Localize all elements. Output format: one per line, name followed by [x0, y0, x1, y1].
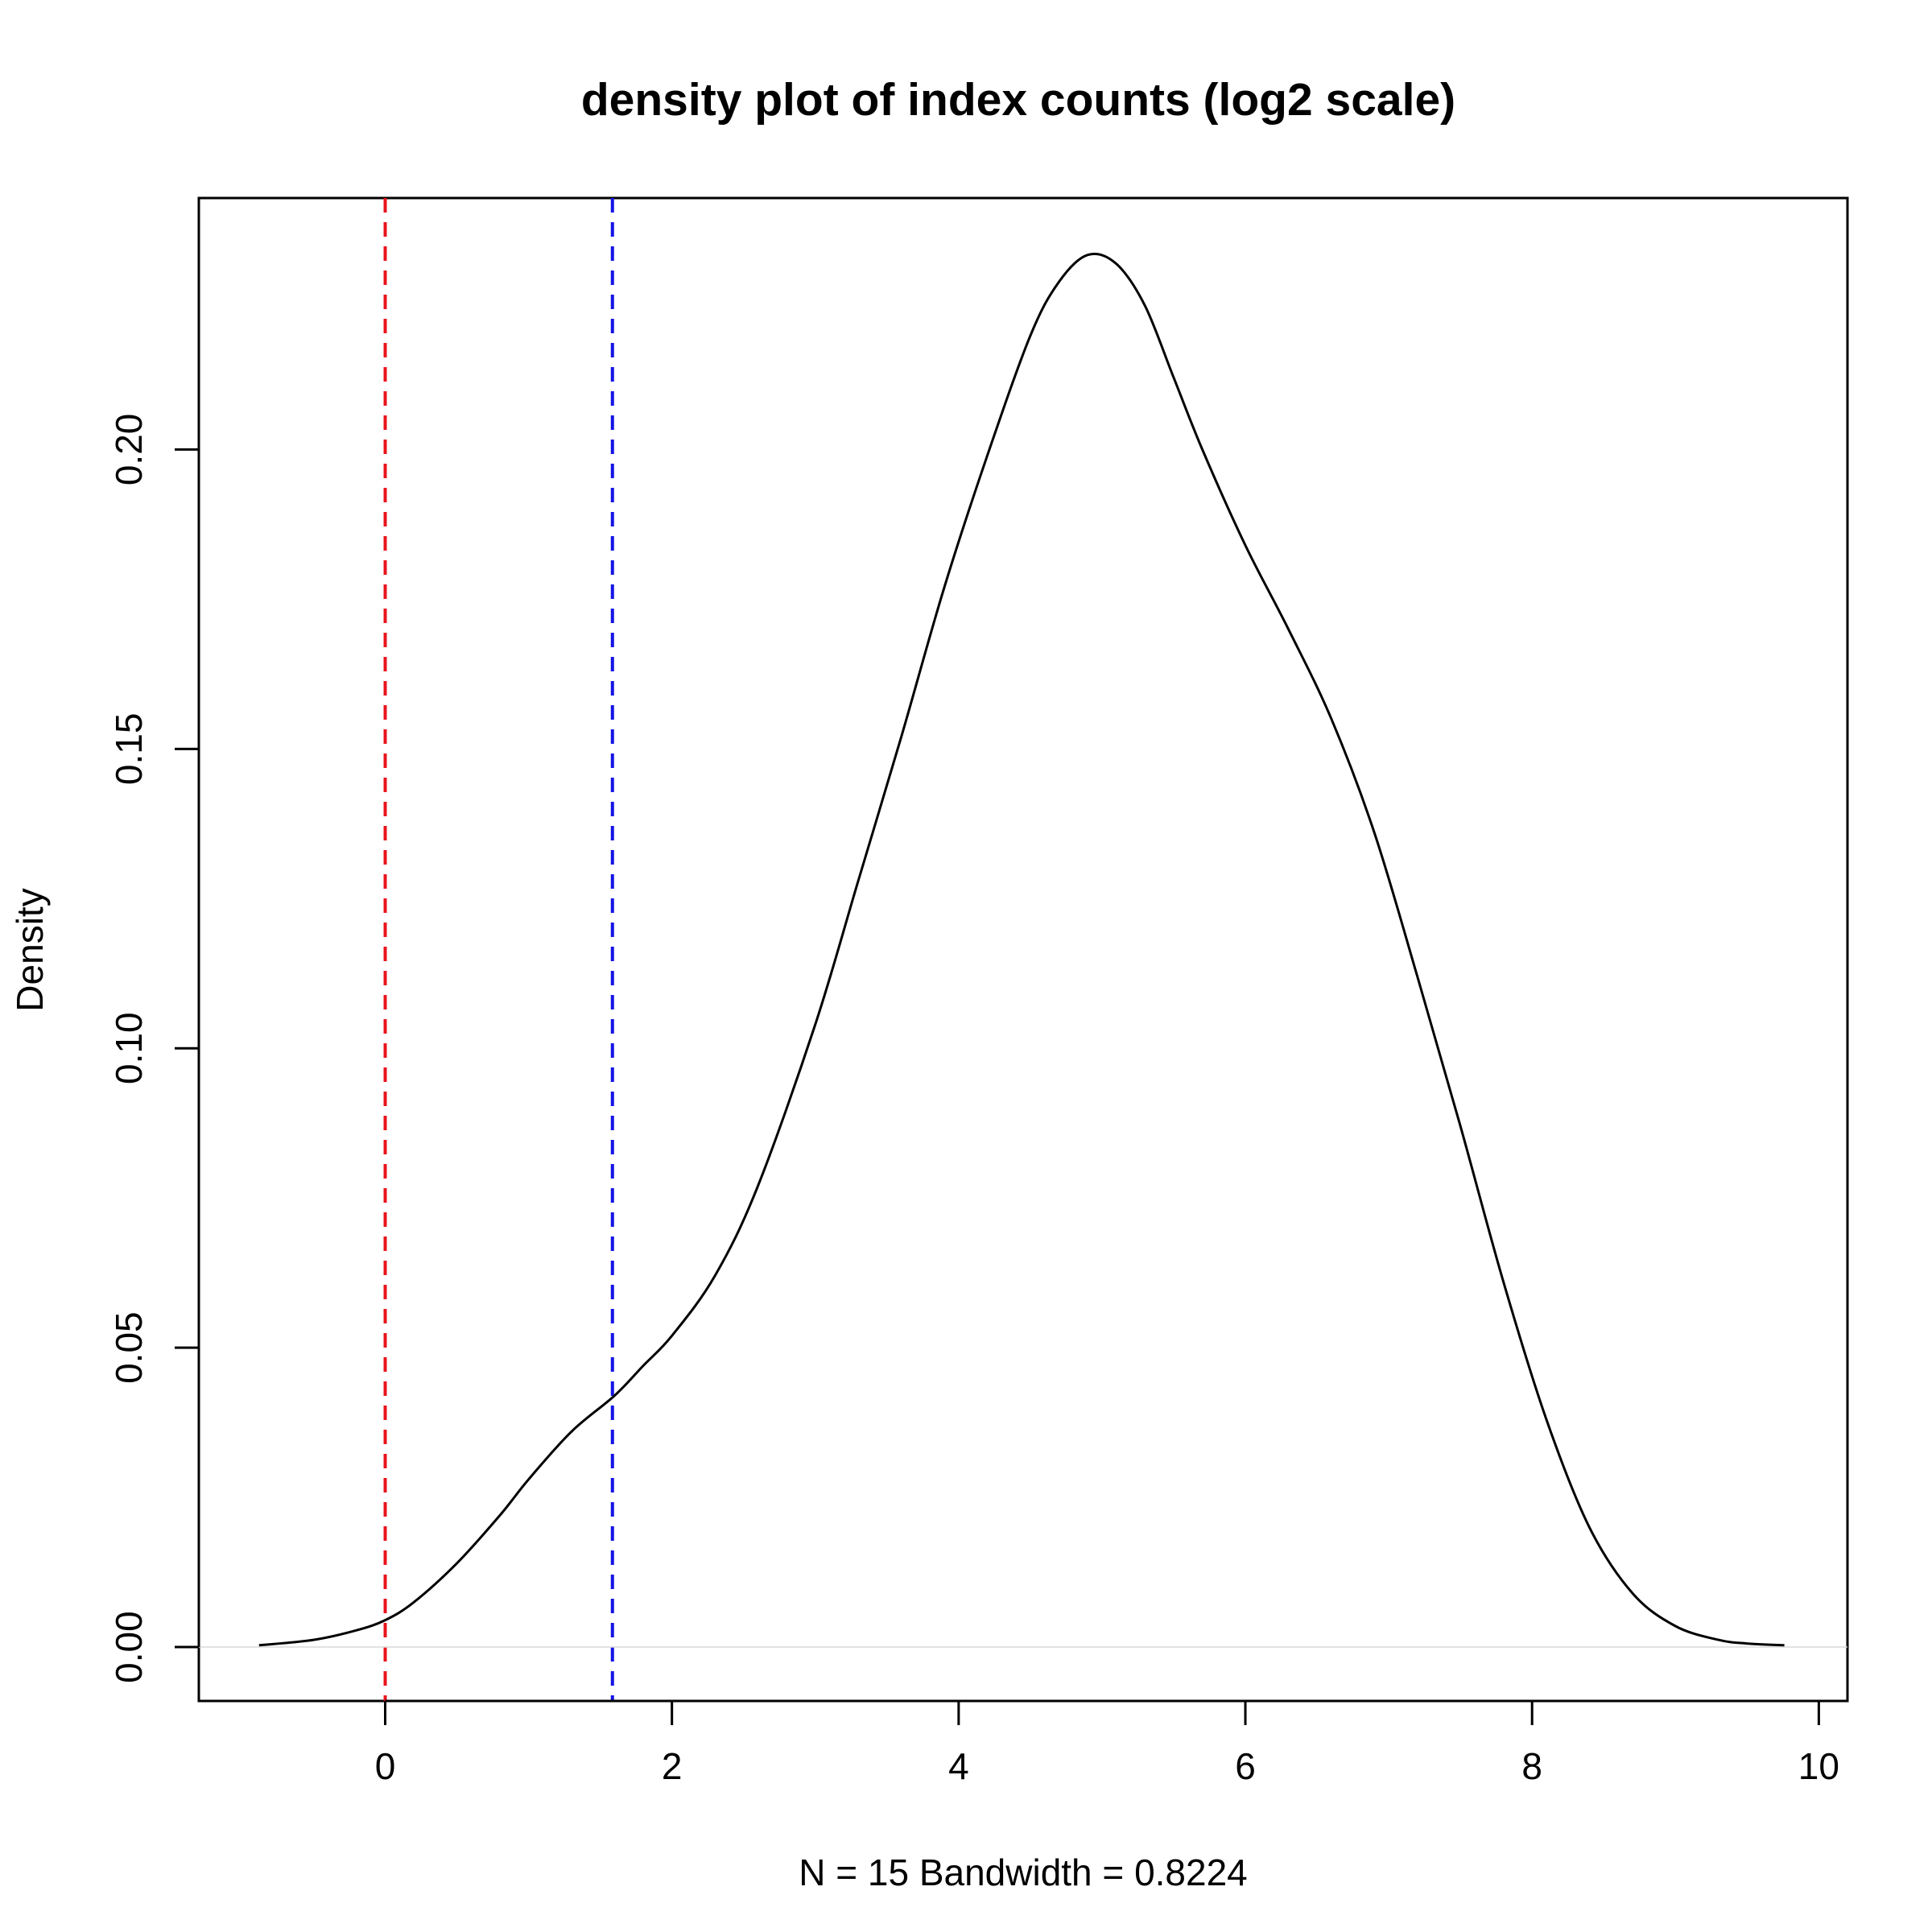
- y-tick-label: 0.10: [108, 1012, 150, 1084]
- y-tick-label: 0.05: [108, 1311, 150, 1384]
- y-axis: 0.00 0.05 0.10 0.15 0.20: [108, 414, 200, 1683]
- x-tick-label: 0: [375, 1745, 396, 1787]
- x-tick-label: 2: [662, 1745, 683, 1787]
- x-axis-label: N = 15 Bandwidth = 0.8224: [799, 1852, 1248, 1893]
- x-tick-label: 8: [1521, 1745, 1542, 1787]
- x-tick-label: 4: [948, 1745, 969, 1787]
- plot-frame: [197, 196, 1849, 1703]
- x-axis: 0 2 4 6 8 10: [375, 1699, 1839, 1787]
- chart-title: density plot of index counts (log2 scale…: [581, 74, 1455, 126]
- y-tick-label: 0.20: [108, 414, 150, 486]
- reference-lines: [383, 198, 614, 1701]
- y-tick-label: 0.15: [108, 713, 150, 786]
- y-axis-label: Density: [9, 888, 51, 1011]
- density-curve: [258, 252, 1785, 1647]
- x-tick-label: 10: [1798, 1745, 1839, 1787]
- x-tick-label: 6: [1235, 1745, 1256, 1787]
- y-tick-label: 0.00: [108, 1611, 150, 1683]
